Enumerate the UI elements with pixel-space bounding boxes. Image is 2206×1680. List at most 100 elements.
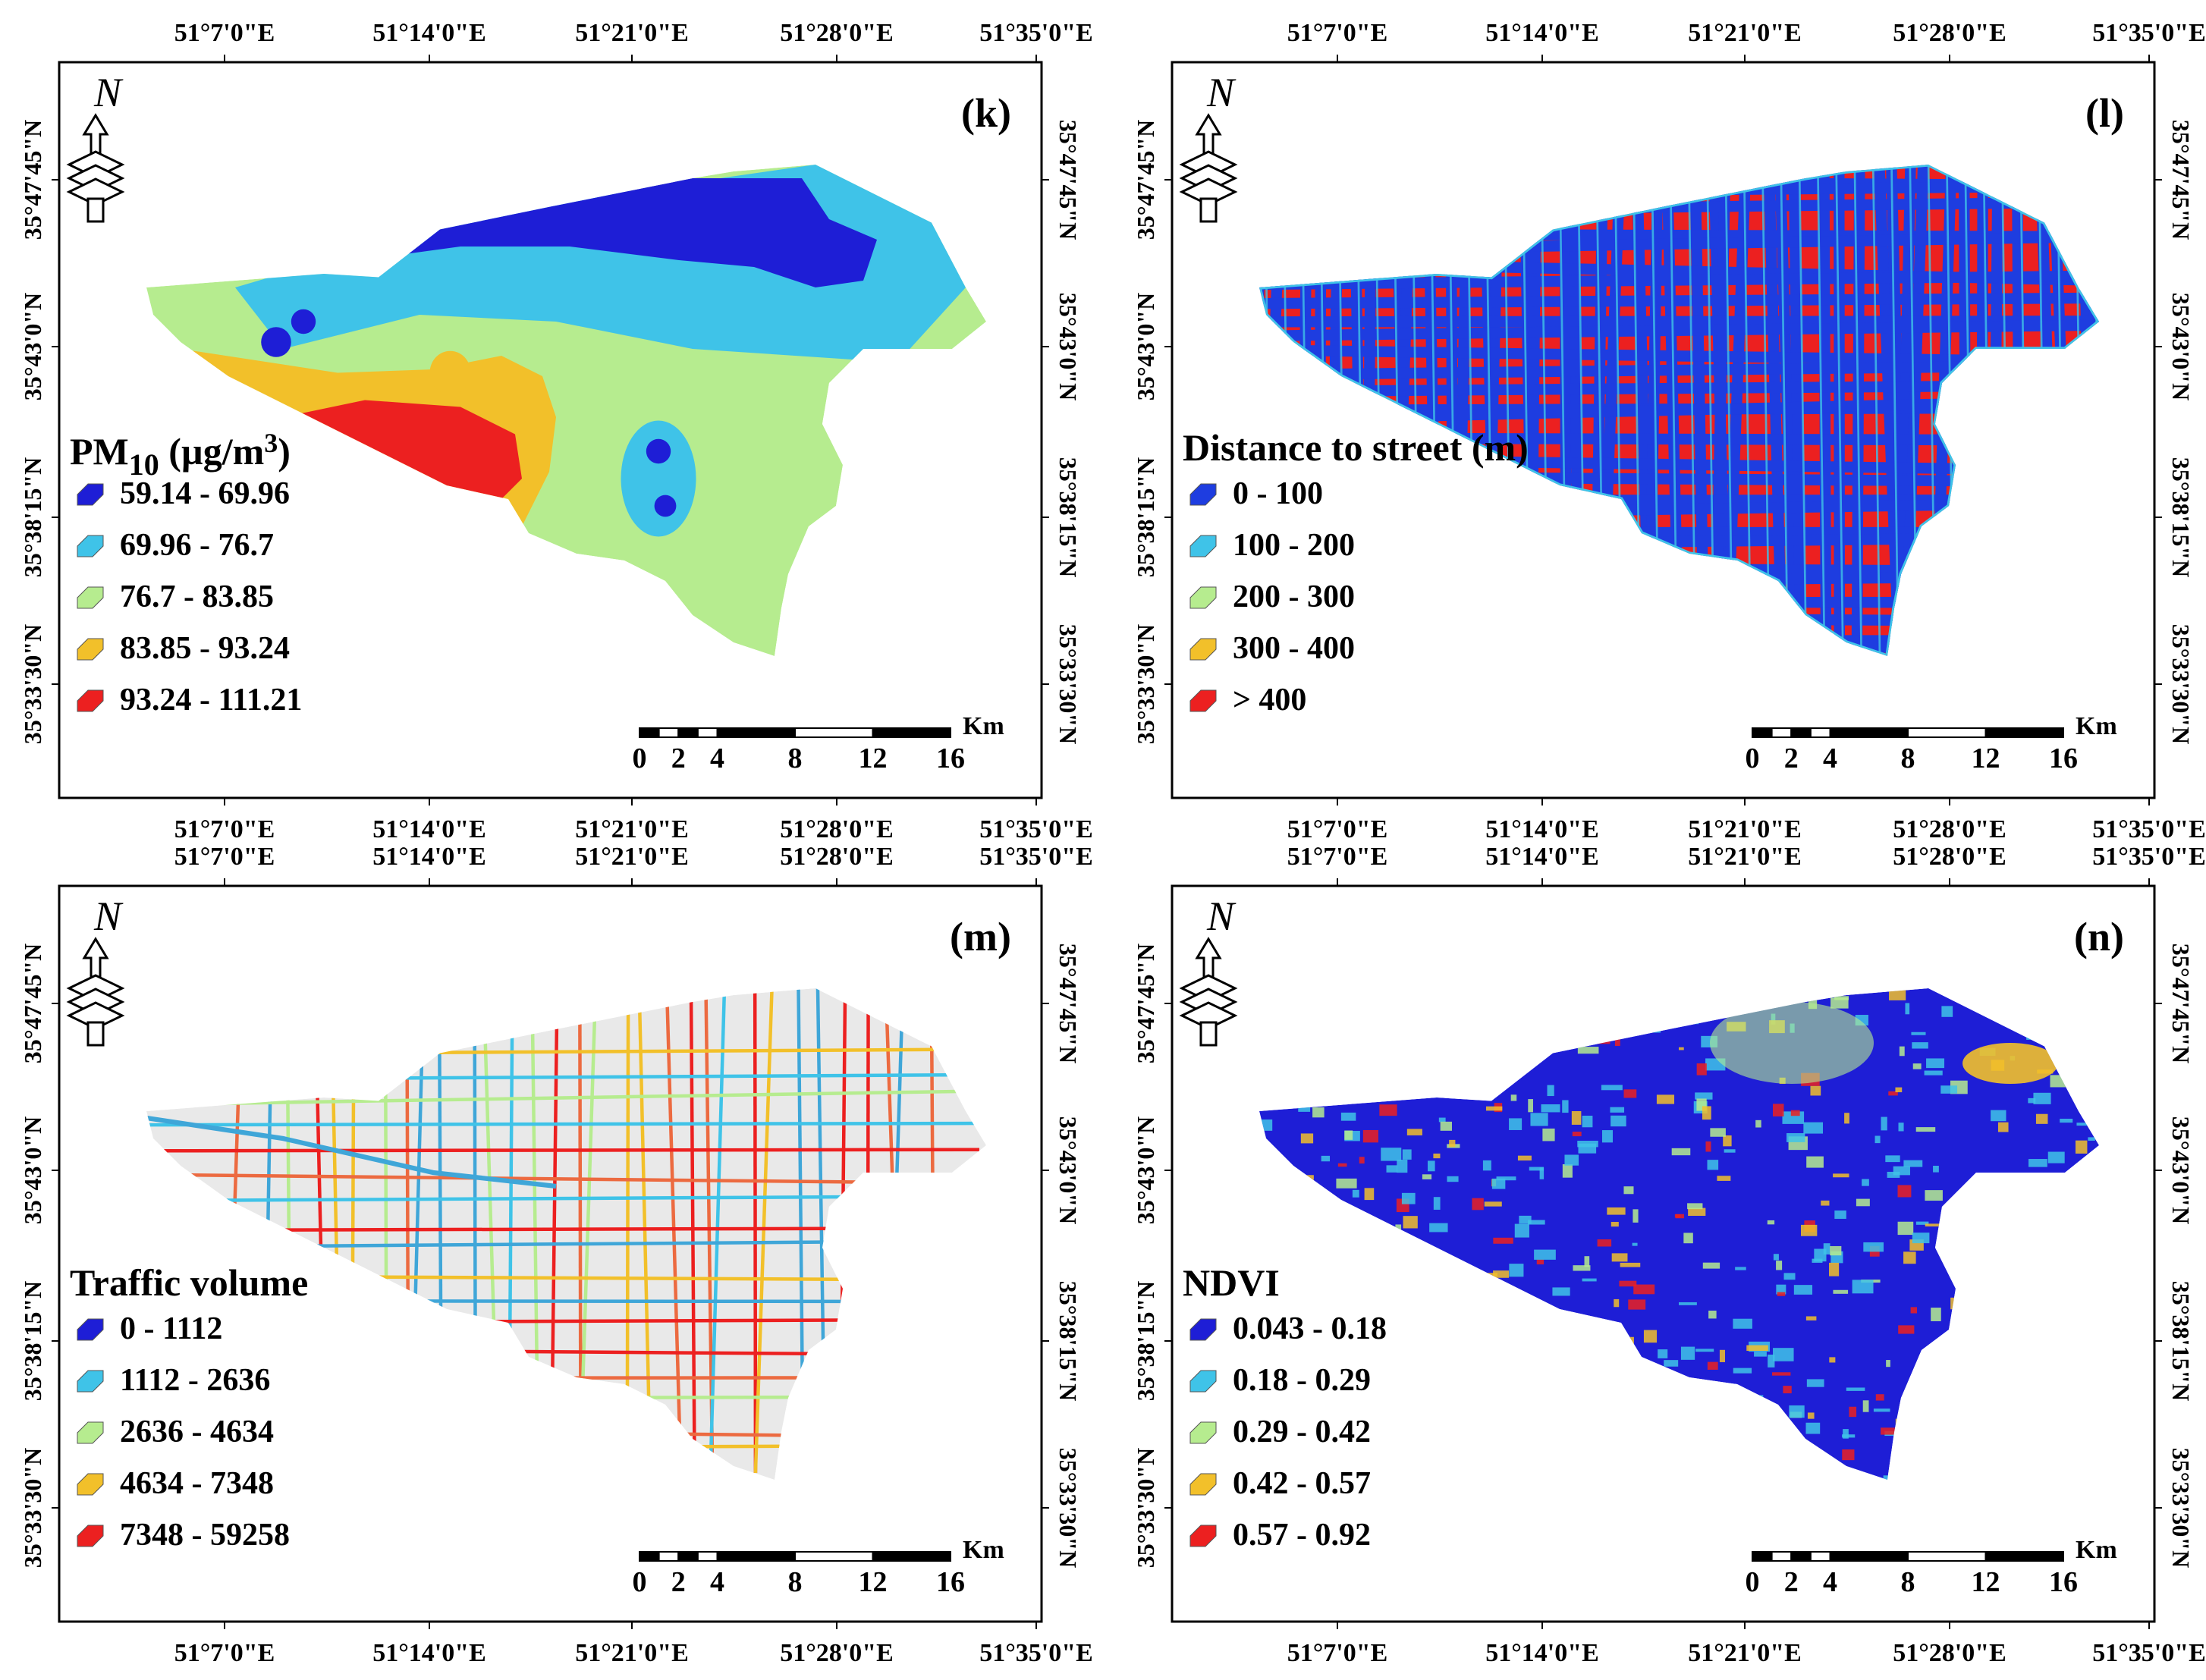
ndvi-patch: [1441, 1122, 1452, 1131]
ndvi-patch: [1683, 1233, 1692, 1243]
ndvi-patch: [1429, 1269, 1450, 1278]
street-buffer-line: [1252, 180, 2106, 186]
scale-bar-segment: [1908, 1552, 1986, 1561]
ndvi-patch: [1665, 1483, 1670, 1490]
ndvi-patch: [1876, 1394, 1884, 1400]
ndvi-patch: [1337, 1206, 1353, 1218]
ndvi-patch: [1895, 1088, 1902, 1092]
ndvi-patch: [1723, 1135, 1731, 1146]
traffic-road-segment: [146, 1123, 979, 1125]
north-label: N: [93, 893, 124, 939]
legend-swatch: [1190, 1371, 1216, 1392]
ndvi-patch: [1447, 1176, 1458, 1182]
lon-label-top: 51°7'0"E: [174, 19, 275, 47]
ndvi-patch: [1563, 1164, 1573, 1178]
ndvi-patch: [1679, 1302, 1697, 1305]
legend-item-label: 0.18 - 0.29: [1233, 1363, 1371, 1398]
street-buffer-line: [1394, 158, 1411, 663]
ndvi-patch: [1737, 1405, 1746, 1418]
ndvi-patch: [1955, 1338, 1959, 1342]
lat-label-right: 35°33'30"N: [2167, 1448, 2195, 1569]
ndvi-patch: [1774, 1254, 1779, 1260]
ndvi-patch: [1582, 1279, 1597, 1282]
ndvi-patch: [2065, 1038, 2071, 1044]
ndvi-patch: [1552, 1287, 1570, 1295]
ndvi-patch: [1482, 1435, 1496, 1445]
ndvi-patch: [1794, 1462, 1805, 1472]
ndvi-patch: [1960, 1419, 1975, 1432]
legend-swatch-shape: [77, 484, 103, 505]
ndvi-patch: [1911, 1307, 1917, 1313]
ndvi-patch: [1265, 1210, 1284, 1218]
ndvi-patch: [1689, 1021, 1699, 1024]
ndvi-patch: [1385, 1300, 1392, 1311]
ndvi-patch: [1940, 1085, 1957, 1094]
ndvi-patch: [1293, 1175, 1314, 1179]
lat-label-right: 35°38'15"N: [1054, 1281, 1082, 1402]
lat-label-left: 35°38'15"N: [1132, 457, 1159, 578]
ndvi-patch: [1509, 1264, 1523, 1276]
ndvi-patch: [1834, 996, 1849, 1000]
ndvi-patch: [1509, 1118, 1522, 1130]
lat-label-right: 35°47'45"N: [1054, 120, 1082, 240]
ndvi-patch: [1573, 1265, 1590, 1270]
ndvi-patch: [1911, 1032, 1925, 1035]
ndvi-patch: [1740, 1418, 1748, 1426]
ndvi-patch: [1413, 1346, 1420, 1351]
ndvi-patch: [1431, 1379, 1444, 1391]
legend-swatch-shape: [77, 1319, 103, 1340]
ndvi-patch: [1402, 1193, 1416, 1204]
ndvi-patch: [1962, 1418, 1972, 1424]
scale-bar-segment: [678, 1552, 698, 1561]
ndvi-patch: [1578, 1047, 1599, 1054]
ndvi-patch: [2002, 1242, 2010, 1253]
street-buffer-line: [1396, 158, 1409, 663]
scale-tick-label: 0: [633, 743, 647, 774]
ndvi-patch: [1783, 1433, 1796, 1446]
legend-swatch: [1190, 1474, 1216, 1495]
legend-item-label: 0.42 - 0.57: [1233, 1466, 1371, 1501]
ndvi-patch: [1903, 1160, 1922, 1167]
ndvi-patch: [1419, 1350, 1423, 1361]
legend-swatch: [1190, 1422, 1216, 1443]
ndvi-patch: [2107, 1075, 2126, 1085]
ndvi-patch: [1708, 1160, 1719, 1170]
ndvi-patch: [1679, 1047, 1684, 1050]
ndvi-patch: [1527, 1452, 1547, 1457]
ndvi-patch: [2075, 1223, 2088, 1231]
traffic-map: [146, 988, 986, 1487]
ndvi-patch: [2106, 1032, 2123, 1041]
ndvi-patch: [1875, 1136, 1881, 1144]
ndvi-patch: [1428, 1160, 1435, 1171]
ndvi-patch: [1265, 1202, 1281, 1208]
scale-tick-label: 0: [1746, 1566, 1760, 1598]
ndvi-patch: [2112, 1294, 2120, 1301]
scale-bar-segment: [659, 1552, 679, 1561]
ndvi-patch: [1664, 1360, 1678, 1367]
legend-item-label: 83.85 - 93.24: [120, 631, 290, 666]
ndvi-patch: [1626, 1337, 1634, 1349]
scale-bar-segment: [698, 728, 718, 737]
ndvi-patch: [1363, 1130, 1378, 1142]
ndvi-patch: [1472, 1198, 1483, 1211]
ndvi-patch: [1529, 1430, 1534, 1435]
street-buffer-line: [2053, 158, 2072, 663]
ndvi-patch: [1733, 1368, 1752, 1374]
ndvi-patch: [1705, 1141, 1711, 1152]
panel-n: 51°7'0"E51°7'0"E51°14'0"E51°14'0"E51°21'…: [1132, 843, 2206, 1667]
ndvi-patch: [1403, 1149, 1412, 1159]
ndvi-patch: [1397, 1160, 1407, 1173]
ndvi-patch: [1530, 1113, 1548, 1126]
scale-unit-label: Km: [2076, 712, 2117, 740]
legend-swatch: [77, 1525, 103, 1547]
lat-label-right: 35°33'30"N: [2167, 624, 2195, 745]
ndvi-patch: [1572, 1111, 1582, 1125]
ndvi-patch: [1950, 1298, 1963, 1309]
ndvi-patch: [1652, 1409, 1673, 1416]
ndvi-patch: [1688, 1208, 1705, 1216]
legend-swatch: [77, 690, 103, 711]
zone-59-69-spot: [261, 327, 291, 357]
lon-label-bottom: 51°28'0"E: [1893, 815, 2006, 843]
ndvi-patch: [1905, 1003, 1909, 1014]
ndvi-patch: [1592, 1338, 1607, 1346]
